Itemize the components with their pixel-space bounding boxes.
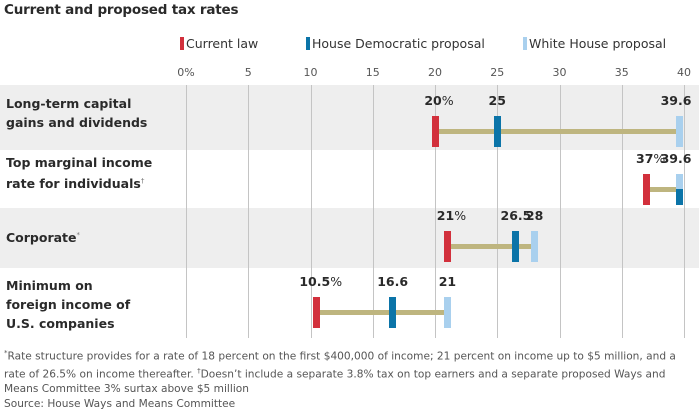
row-band (0, 208, 699, 268)
percent-sign: % (454, 208, 467, 223)
legend-item-white-house: White House proposal (523, 36, 666, 51)
row-band (0, 85, 699, 150)
gridline (560, 85, 561, 338)
value-number: 26.5 (500, 208, 532, 223)
row-label: Minimum on foreign income of U.S. companie… (6, 278, 131, 331)
gridline (311, 85, 312, 338)
row-label: Corporate* (6, 230, 81, 246)
footnote-mark: † (197, 367, 201, 376)
x-tick-label: 25 (490, 66, 505, 79)
value-label: 21 (439, 274, 456, 289)
value-label: 26.5 (501, 208, 532, 223)
x-tick-label: 20 (428, 66, 442, 79)
marker-current-law (313, 296, 321, 328)
range-bar (316, 309, 448, 315)
range-bar (435, 128, 680, 134)
gridline (622, 85, 623, 338)
legend-swatch-house-democratic (306, 37, 310, 50)
value-label: 37% (636, 151, 665, 166)
x-tick-label: 40 (677, 66, 691, 79)
value-number: 21 (438, 274, 457, 289)
value-label: 20% (424, 93, 453, 108)
source-note: Source: House Ways and Means Committee (4, 397, 236, 410)
marker-house-democratic-proposal (493, 115, 501, 147)
value-number: 37 (635, 151, 654, 166)
x-tick-label: 0% (177, 66, 195, 79)
x-tick-label: 35 (614, 66, 629, 79)
marker-current-law (431, 115, 439, 147)
gridline (497, 85, 498, 338)
marker-current-law (443, 230, 451, 262)
value-label: 25 (489, 93, 506, 108)
value-label: 10.5% (299, 274, 342, 289)
value-number: 20 (424, 93, 442, 108)
value-label: 39.6 (661, 151, 692, 166)
marker-white-house-proposal (531, 230, 539, 262)
marker-house-democratic-proposal (675, 189, 683, 205)
legend-item-current-law: Current law (180, 36, 258, 51)
marker-white-house-proposal (675, 115, 683, 147)
x-tick-label: 30 (552, 66, 567, 79)
percent-sign: % (653, 151, 666, 166)
gridline (186, 85, 187, 338)
footnote: *Rate structure provides for a rate of 1… (4, 346, 698, 411)
note-mark: * (76, 231, 81, 239)
x-tick-label: 10 (303, 66, 318, 79)
legend-swatch-white-house (523, 37, 527, 50)
row-label: Top marginal income rate for individuals† (6, 155, 153, 192)
row-label: Long-term capital gains and dividends (6, 96, 148, 130)
gridline (248, 85, 249, 338)
value-number: 16.6 (377, 274, 409, 289)
range-bar (646, 186, 679, 192)
percent-sign: % (330, 274, 343, 289)
chart-title: Current and proposed tax rates (4, 2, 239, 18)
value-label: 21% (437, 208, 466, 223)
legend-label: House Democratic proposal (312, 36, 485, 51)
value-number: 28 (525, 208, 544, 223)
gridline (373, 85, 374, 338)
value-label: 16.6 (377, 274, 408, 289)
range-bar (447, 243, 535, 249)
gridline (435, 85, 436, 338)
footnote-mark: * (4, 349, 8, 357)
x-tick-label: 5 (244, 66, 252, 79)
percent-sign: % (441, 93, 454, 108)
x-tick-label: 15 (365, 66, 380, 79)
value-number: 25 (488, 93, 506, 108)
marker-white-house-proposal (443, 296, 451, 328)
marker-house-democratic-proposal (389, 296, 397, 328)
value-label: 28 (526, 208, 543, 223)
footnote-text-2: Doesn’t include a separate 3.8% tax on t… (4, 368, 666, 396)
legend-label: Current law (186, 36, 259, 51)
legend-swatch-current-law (180, 37, 184, 50)
legend-item-house-democratic: House Democratic proposal (306, 36, 485, 51)
footnote-text-1: Rate structure provides for a rate of 18… (4, 350, 676, 381)
value-label: 39.6 (661, 93, 692, 108)
legend-label: White House proposal (529, 36, 667, 51)
marker-house-democratic-proposal (512, 230, 520, 262)
value-number: 10.5 (299, 274, 331, 289)
gridline (684, 85, 685, 338)
note-mark: † (140, 177, 145, 185)
value-number: 39.6 (660, 151, 692, 166)
value-number: 21 (436, 208, 455, 223)
marker-current-law (643, 173, 651, 205)
value-number: 39.6 (660, 93, 692, 108)
